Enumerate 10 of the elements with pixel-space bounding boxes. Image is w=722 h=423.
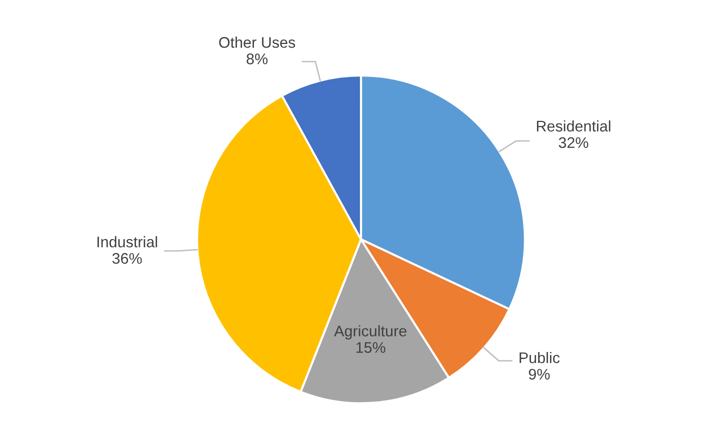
slice-label: Other Uses: [219, 36, 296, 48]
data-label: 8%: [246, 53, 268, 64]
slice-label: Agriculture: [334, 325, 406, 340]
slice-label: Industrial: [97, 236, 158, 248]
data-label: 32%: [558, 137, 588, 148]
data-label: 15%: [356, 342, 386, 353]
data-label: 36%: [112, 253, 142, 264]
slice-label: Public: [520, 352, 560, 364]
data-label: 9%: [528, 368, 550, 380]
slice-label: Residential: [536, 120, 610, 132]
